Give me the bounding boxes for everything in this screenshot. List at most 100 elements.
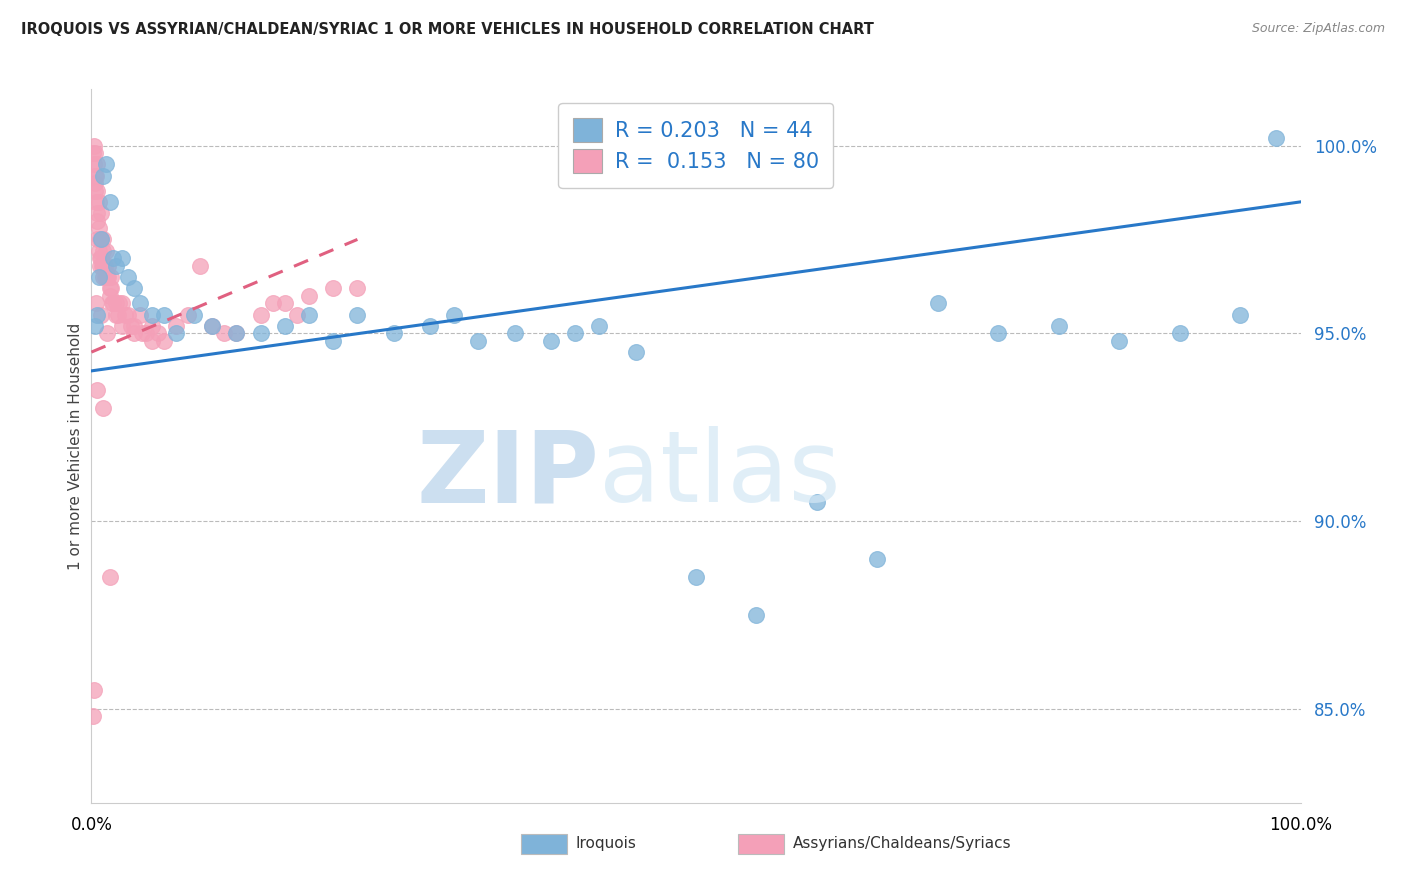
Point bbox=[93, 270, 115, 285]
Point bbox=[214, 326, 236, 341]
Point bbox=[98, 281, 121, 295]
Point bbox=[86, 308, 108, 322]
Point bbox=[104, 296, 127, 310]
Point bbox=[108, 296, 131, 310]
FancyBboxPatch shape bbox=[520, 834, 567, 855]
Point bbox=[346, 308, 368, 322]
Point bbox=[122, 326, 145, 341]
Point bbox=[83, 138, 105, 153]
Point bbox=[83, 157, 105, 171]
Point bbox=[90, 232, 112, 246]
Point bbox=[86, 206, 108, 220]
Point bbox=[84, 169, 107, 183]
Point bbox=[93, 401, 115, 416]
Point bbox=[122, 281, 145, 295]
Point bbox=[201, 318, 224, 333]
Point bbox=[84, 296, 107, 310]
Point bbox=[98, 289, 121, 303]
Text: IROQUOIS VS ASSYRIAN/CHALDEAN/SYRIAC 1 OR MORE VEHICLES IN HOUSEHOLD CORRELATION: IROQUOIS VS ASSYRIAN/CHALDEAN/SYRIAC 1 O… bbox=[21, 22, 875, 37]
Point bbox=[93, 169, 115, 183]
Point bbox=[262, 296, 284, 310]
Point bbox=[84, 184, 107, 198]
Point bbox=[114, 308, 136, 322]
Point bbox=[87, 221, 110, 235]
Point bbox=[467, 334, 489, 348]
Point bbox=[84, 146, 107, 161]
Point bbox=[285, 308, 308, 322]
Point bbox=[86, 184, 108, 198]
Point bbox=[87, 270, 110, 285]
Point bbox=[745, 607, 768, 622]
Point bbox=[274, 318, 297, 333]
Point bbox=[86, 213, 108, 227]
Point bbox=[322, 281, 344, 295]
Point bbox=[98, 194, 121, 209]
Point bbox=[91, 259, 114, 273]
Point bbox=[104, 259, 127, 273]
Point bbox=[90, 308, 112, 322]
Point bbox=[588, 318, 610, 333]
Point bbox=[93, 232, 115, 246]
Point bbox=[564, 326, 586, 341]
Point bbox=[111, 318, 132, 333]
Point bbox=[165, 326, 187, 341]
Point bbox=[1108, 334, 1130, 348]
Point bbox=[94, 157, 117, 171]
Point bbox=[117, 308, 139, 322]
Point bbox=[382, 326, 405, 341]
Point bbox=[503, 326, 526, 341]
Point bbox=[249, 326, 271, 341]
Point bbox=[225, 326, 247, 341]
Point bbox=[93, 270, 115, 285]
Point bbox=[101, 296, 124, 310]
Point bbox=[89, 251, 111, 265]
Point bbox=[131, 326, 153, 341]
Point bbox=[86, 157, 108, 171]
Point bbox=[90, 232, 112, 246]
Point bbox=[1265, 131, 1288, 145]
Legend: R = 0.203   N = 44, R =  0.153   N = 80: R = 0.203 N = 44, R = 0.153 N = 80 bbox=[558, 103, 834, 188]
Point bbox=[322, 334, 344, 348]
Point bbox=[927, 296, 949, 310]
Point bbox=[82, 709, 104, 723]
Point bbox=[111, 251, 132, 265]
Point bbox=[146, 326, 169, 341]
Point bbox=[177, 308, 200, 322]
Point bbox=[101, 251, 124, 265]
Point bbox=[987, 326, 1010, 341]
Point bbox=[84, 194, 107, 209]
Point bbox=[419, 318, 441, 333]
Point bbox=[141, 308, 163, 322]
Point bbox=[866, 551, 889, 566]
Point bbox=[107, 308, 129, 322]
Point bbox=[86, 232, 108, 246]
Point bbox=[1047, 318, 1070, 333]
Point bbox=[188, 259, 211, 273]
Y-axis label: 1 or more Vehicles in Household: 1 or more Vehicles in Household bbox=[67, 322, 83, 570]
Point bbox=[97, 270, 120, 285]
Point bbox=[122, 318, 145, 333]
Text: ZIP: ZIP bbox=[416, 426, 599, 523]
Text: atlas: atlas bbox=[599, 426, 841, 523]
Point bbox=[84, 318, 107, 333]
Point bbox=[201, 318, 224, 333]
Point bbox=[225, 326, 247, 341]
Point bbox=[84, 176, 107, 190]
Point bbox=[98, 570, 121, 584]
Point bbox=[96, 270, 118, 285]
Point bbox=[84, 169, 107, 183]
Point bbox=[83, 683, 105, 698]
Point bbox=[117, 270, 139, 285]
Point bbox=[141, 334, 163, 348]
Point bbox=[120, 318, 142, 333]
Point bbox=[141, 318, 163, 333]
Point bbox=[165, 318, 187, 333]
Point bbox=[153, 334, 176, 348]
Point bbox=[183, 308, 205, 322]
Text: Source: ZipAtlas.com: Source: ZipAtlas.com bbox=[1251, 22, 1385, 36]
Point bbox=[96, 326, 118, 341]
Point bbox=[90, 251, 112, 265]
Point bbox=[1168, 326, 1191, 341]
Point bbox=[135, 326, 157, 341]
Point bbox=[87, 244, 110, 258]
